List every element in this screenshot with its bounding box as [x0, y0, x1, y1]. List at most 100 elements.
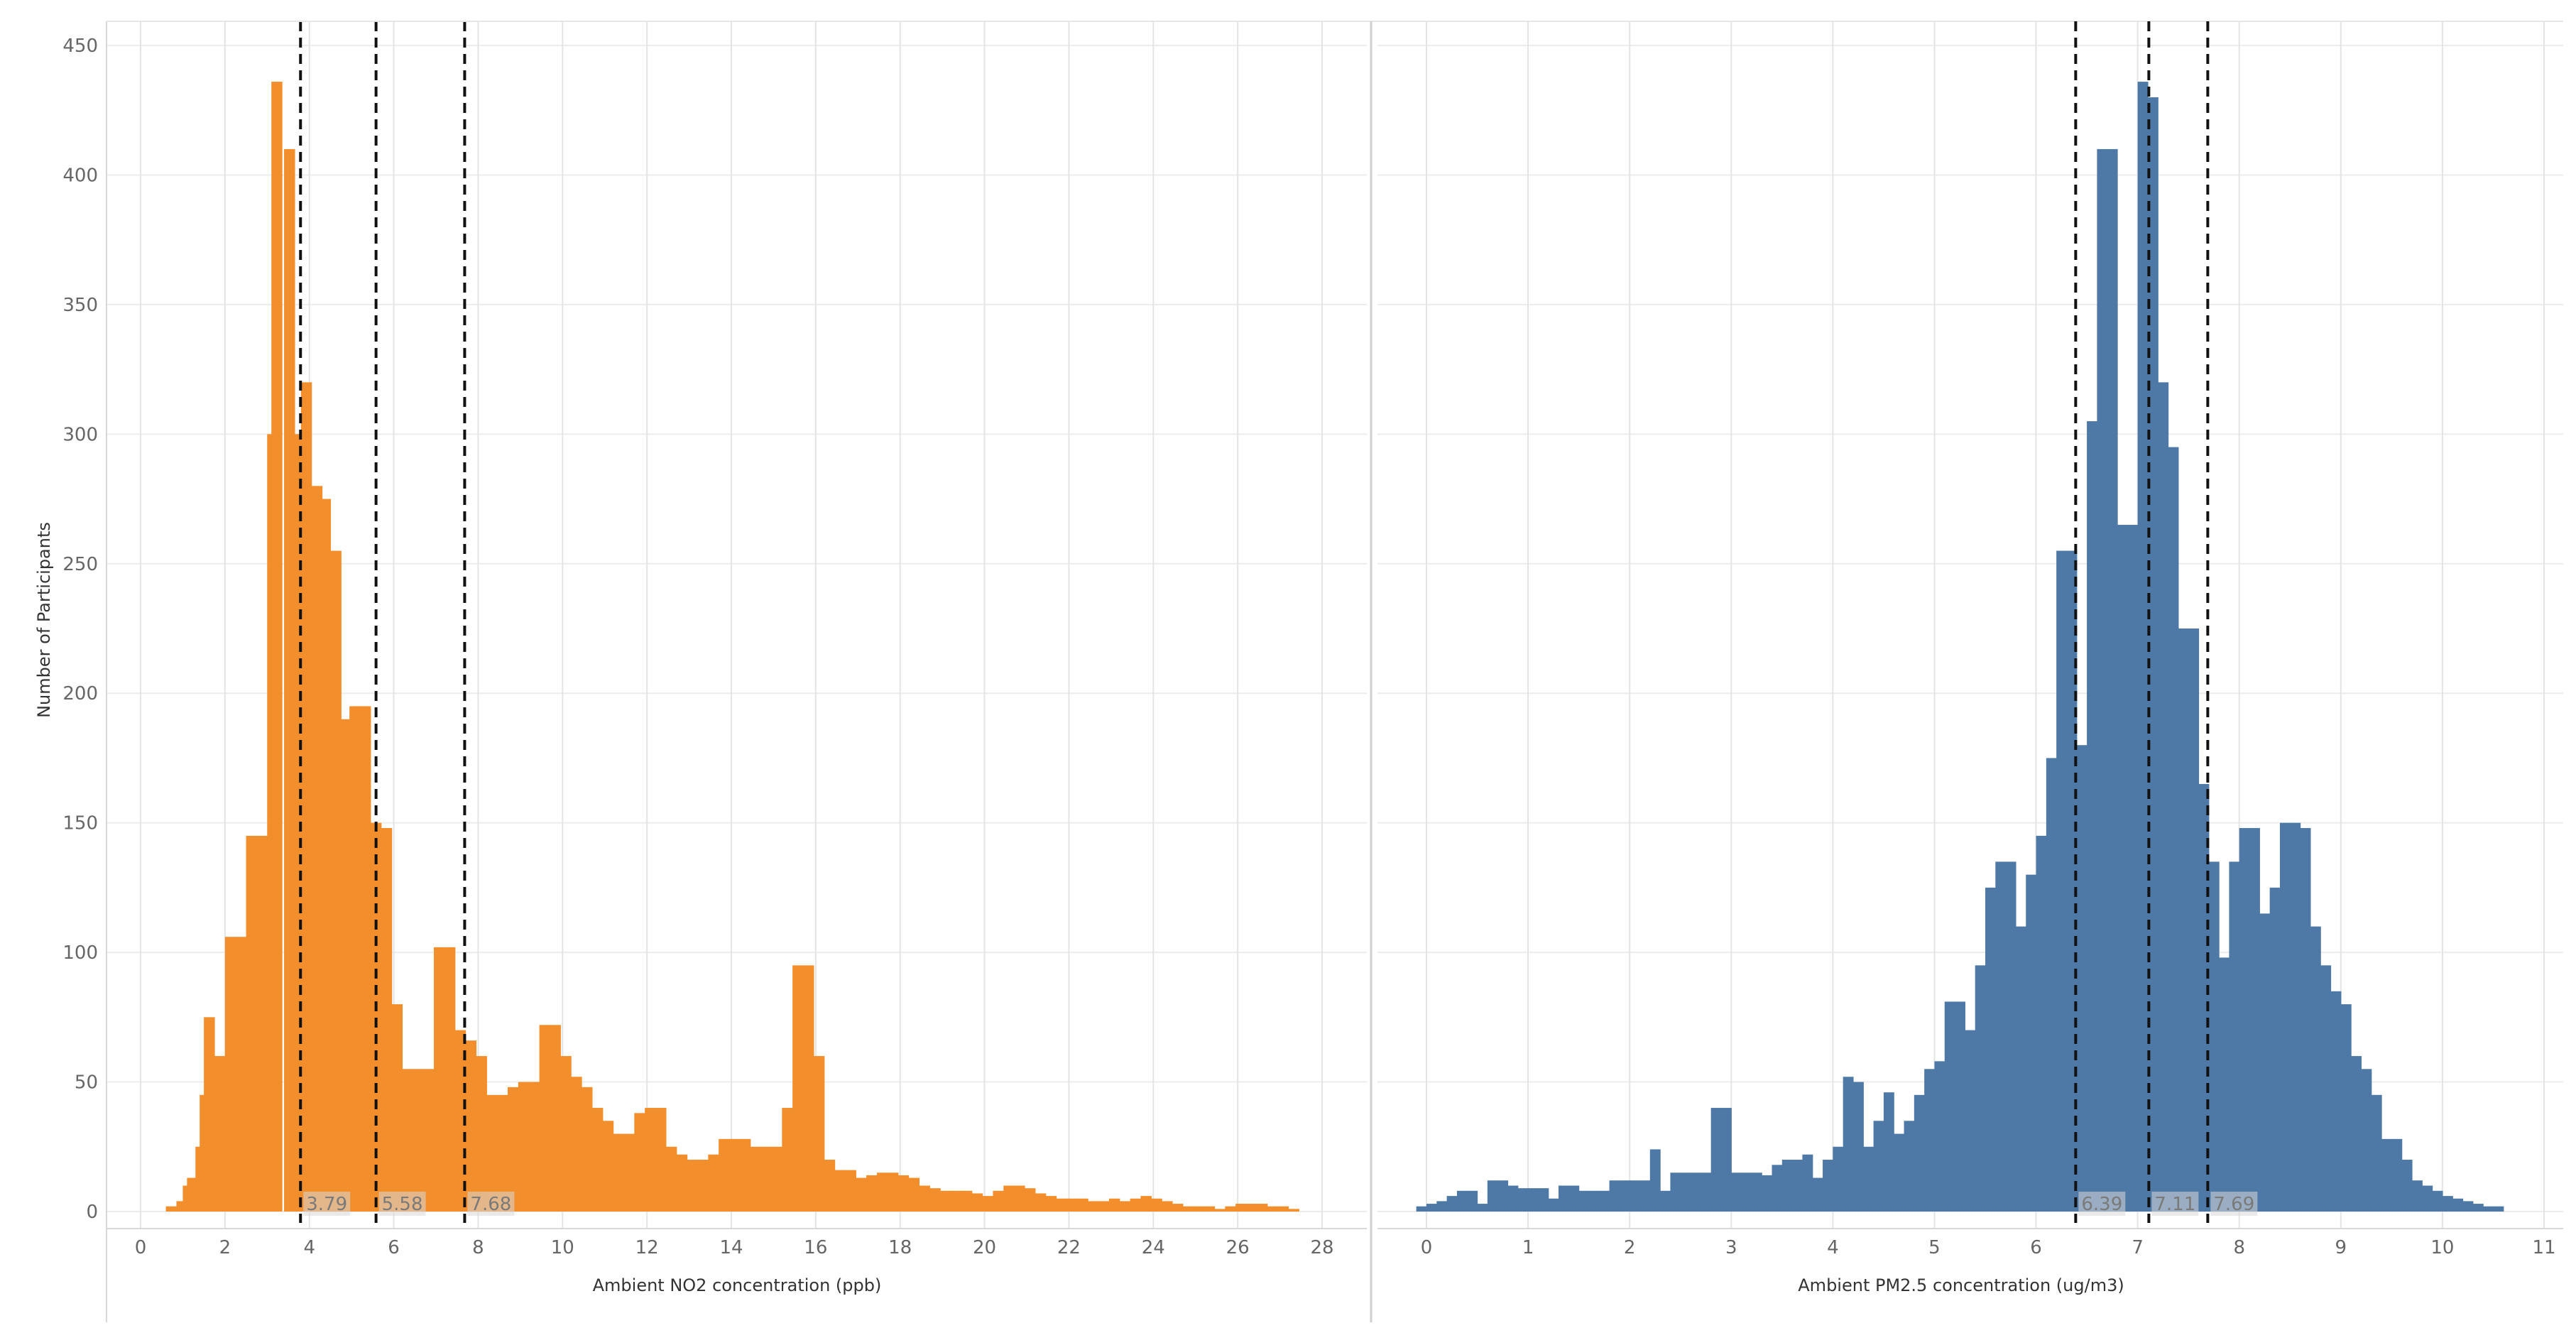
- histogram-bar: [2432, 1190, 2443, 1212]
- histogram-bar: [665, 1146, 677, 1212]
- histogram-bar: [370, 822, 382, 1212]
- histogram-bar: [2219, 957, 2230, 1212]
- histogram-bar: [2087, 421, 2097, 1212]
- quartile-label: 5.58: [382, 1194, 423, 1215]
- histogram-bar: [729, 1138, 741, 1212]
- histogram-bar: [1680, 1172, 1691, 1212]
- histogram-bar: [2411, 1180, 2423, 1212]
- histogram-bar: [771, 1146, 782, 1212]
- histogram-bar: [1660, 1190, 1671, 1212]
- y-tick-label: 350: [62, 295, 98, 316]
- histogram-bar: [866, 1175, 878, 1212]
- histogram-bar: [1256, 1204, 1268, 1212]
- histogram-bar: [2168, 447, 2179, 1212]
- histogram-bar: [602, 1121, 614, 1212]
- x-tick-label: 20: [973, 1237, 996, 1258]
- histogram-bar: [2401, 1160, 2413, 1212]
- histogram-bar: [284, 148, 295, 1212]
- histogram-bar: [2097, 148, 2108, 1212]
- histogram-bar: [1599, 1190, 1610, 1212]
- histogram-bar: [2381, 1138, 2392, 1212]
- histogram-bar: [1288, 1209, 1299, 1212]
- quartile-label-background: [2151, 1192, 2199, 1216]
- histogram-bar: [2279, 822, 2291, 1212]
- histogram-bar: [1426, 1204, 1437, 1212]
- histogram-bar: [550, 1025, 561, 1212]
- y-tick-label: 400: [62, 165, 98, 186]
- histogram-bar: [2351, 1056, 2362, 1212]
- histogram-bar: [1873, 1121, 1884, 1212]
- histogram-bar: [271, 82, 283, 1212]
- histogram-bar: [940, 1190, 951, 1212]
- quartile-label-background: [2210, 1192, 2258, 1216]
- histogram-bar: [1487, 1180, 1498, 1212]
- histogram-bar: [1277, 1206, 1289, 1212]
- histogram-bar: [1003, 1185, 1015, 1212]
- histogram-bar: [1741, 1172, 1752, 1212]
- histogram-bar: [339, 719, 350, 1212]
- histogram-bar: [824, 1160, 836, 1212]
- histogram-bar: [908, 1177, 920, 1212]
- histogram-bar: [1014, 1185, 1025, 1212]
- histogram-bar: [1204, 1206, 1216, 1212]
- y-tick-label: 250: [62, 554, 98, 575]
- histogram-bar: [739, 1138, 751, 1212]
- histogram-bar: [214, 1056, 226, 1212]
- x-tick-label: 6: [388, 1237, 400, 1258]
- histogram-bar: [1151, 1198, 1162, 1212]
- histogram-bar: [571, 1077, 582, 1212]
- histogram-bar: [1965, 1030, 1976, 1212]
- histogram-bar: [887, 1172, 899, 1212]
- histogram-bar: [1477, 1204, 1488, 1212]
- x-axis-title: Ambient PM2.5 concentration (ug/m3): [1798, 1275, 2124, 1295]
- histogram-bar: [634, 1113, 645, 1212]
- histogram-bar: [465, 1040, 477, 1212]
- histogram-bar: [1955, 1001, 1965, 1212]
- quartile-label: 6.39: [2081, 1194, 2122, 1215]
- histogram-bar: [1214, 1209, 1226, 1212]
- histogram-bar: [1701, 1172, 1712, 1212]
- histogram-bar: [2107, 148, 2118, 1212]
- histogram-bar: [497, 1094, 508, 1212]
- histogram-bar: [856, 1177, 867, 1212]
- histogram-bar: [1140, 1196, 1152, 1212]
- histogram-bar: [2158, 382, 2169, 1212]
- x-tick-label: 11: [2532, 1237, 2555, 1258]
- histogram-bar: [582, 1087, 593, 1212]
- histogram-bar: [539, 1025, 551, 1212]
- histogram-bar: [782, 1108, 793, 1212]
- quartile-label-background: [467, 1192, 515, 1216]
- histogram-bar: [792, 965, 804, 1212]
- histogram-bar: [1548, 1198, 1559, 1212]
- histogram-bar: [1924, 1069, 1936, 1212]
- x-tick-label: 7: [2132, 1237, 2144, 1258]
- histogram-bar: [803, 965, 814, 1212]
- y-axis-title: Number of Participants: [34, 522, 54, 718]
- histogram-bar: [1720, 1108, 1732, 1212]
- histogram-bar: [349, 706, 361, 1212]
- histogram-bar: [1792, 1160, 1803, 1212]
- histogram-bar: [2239, 827, 2250, 1212]
- histogram-bar: [2137, 82, 2149, 1212]
- histogram-bar: [320, 499, 332, 1212]
- histogram-bar: [1772, 1165, 1783, 1212]
- histogram-bar: [1436, 1201, 1448, 1212]
- histogram-bar: [246, 835, 258, 1212]
- histogram-bar: [1914, 1094, 1925, 1212]
- quartile-label: 7.68: [470, 1194, 511, 1215]
- histogram-bar: [897, 1175, 910, 1212]
- histogram-bar: [2046, 758, 2057, 1212]
- histogram-bar: [2391, 1138, 2403, 1212]
- histogram-bar: [2229, 861, 2240, 1212]
- histogram-bar: [993, 1190, 1004, 1212]
- histogram-bar: [444, 947, 456, 1212]
- histogram-bar: [687, 1160, 699, 1212]
- histogram-bar: [1497, 1180, 1509, 1212]
- quartile-label: 3.79: [306, 1194, 347, 1215]
- histogram-bar: [1528, 1188, 1539, 1212]
- histogram-bar: [528, 1082, 540, 1212]
- histogram-bar: [1904, 1121, 1915, 1212]
- y-tick-label: 200: [62, 683, 98, 704]
- histogram-bar: [1162, 1201, 1173, 1212]
